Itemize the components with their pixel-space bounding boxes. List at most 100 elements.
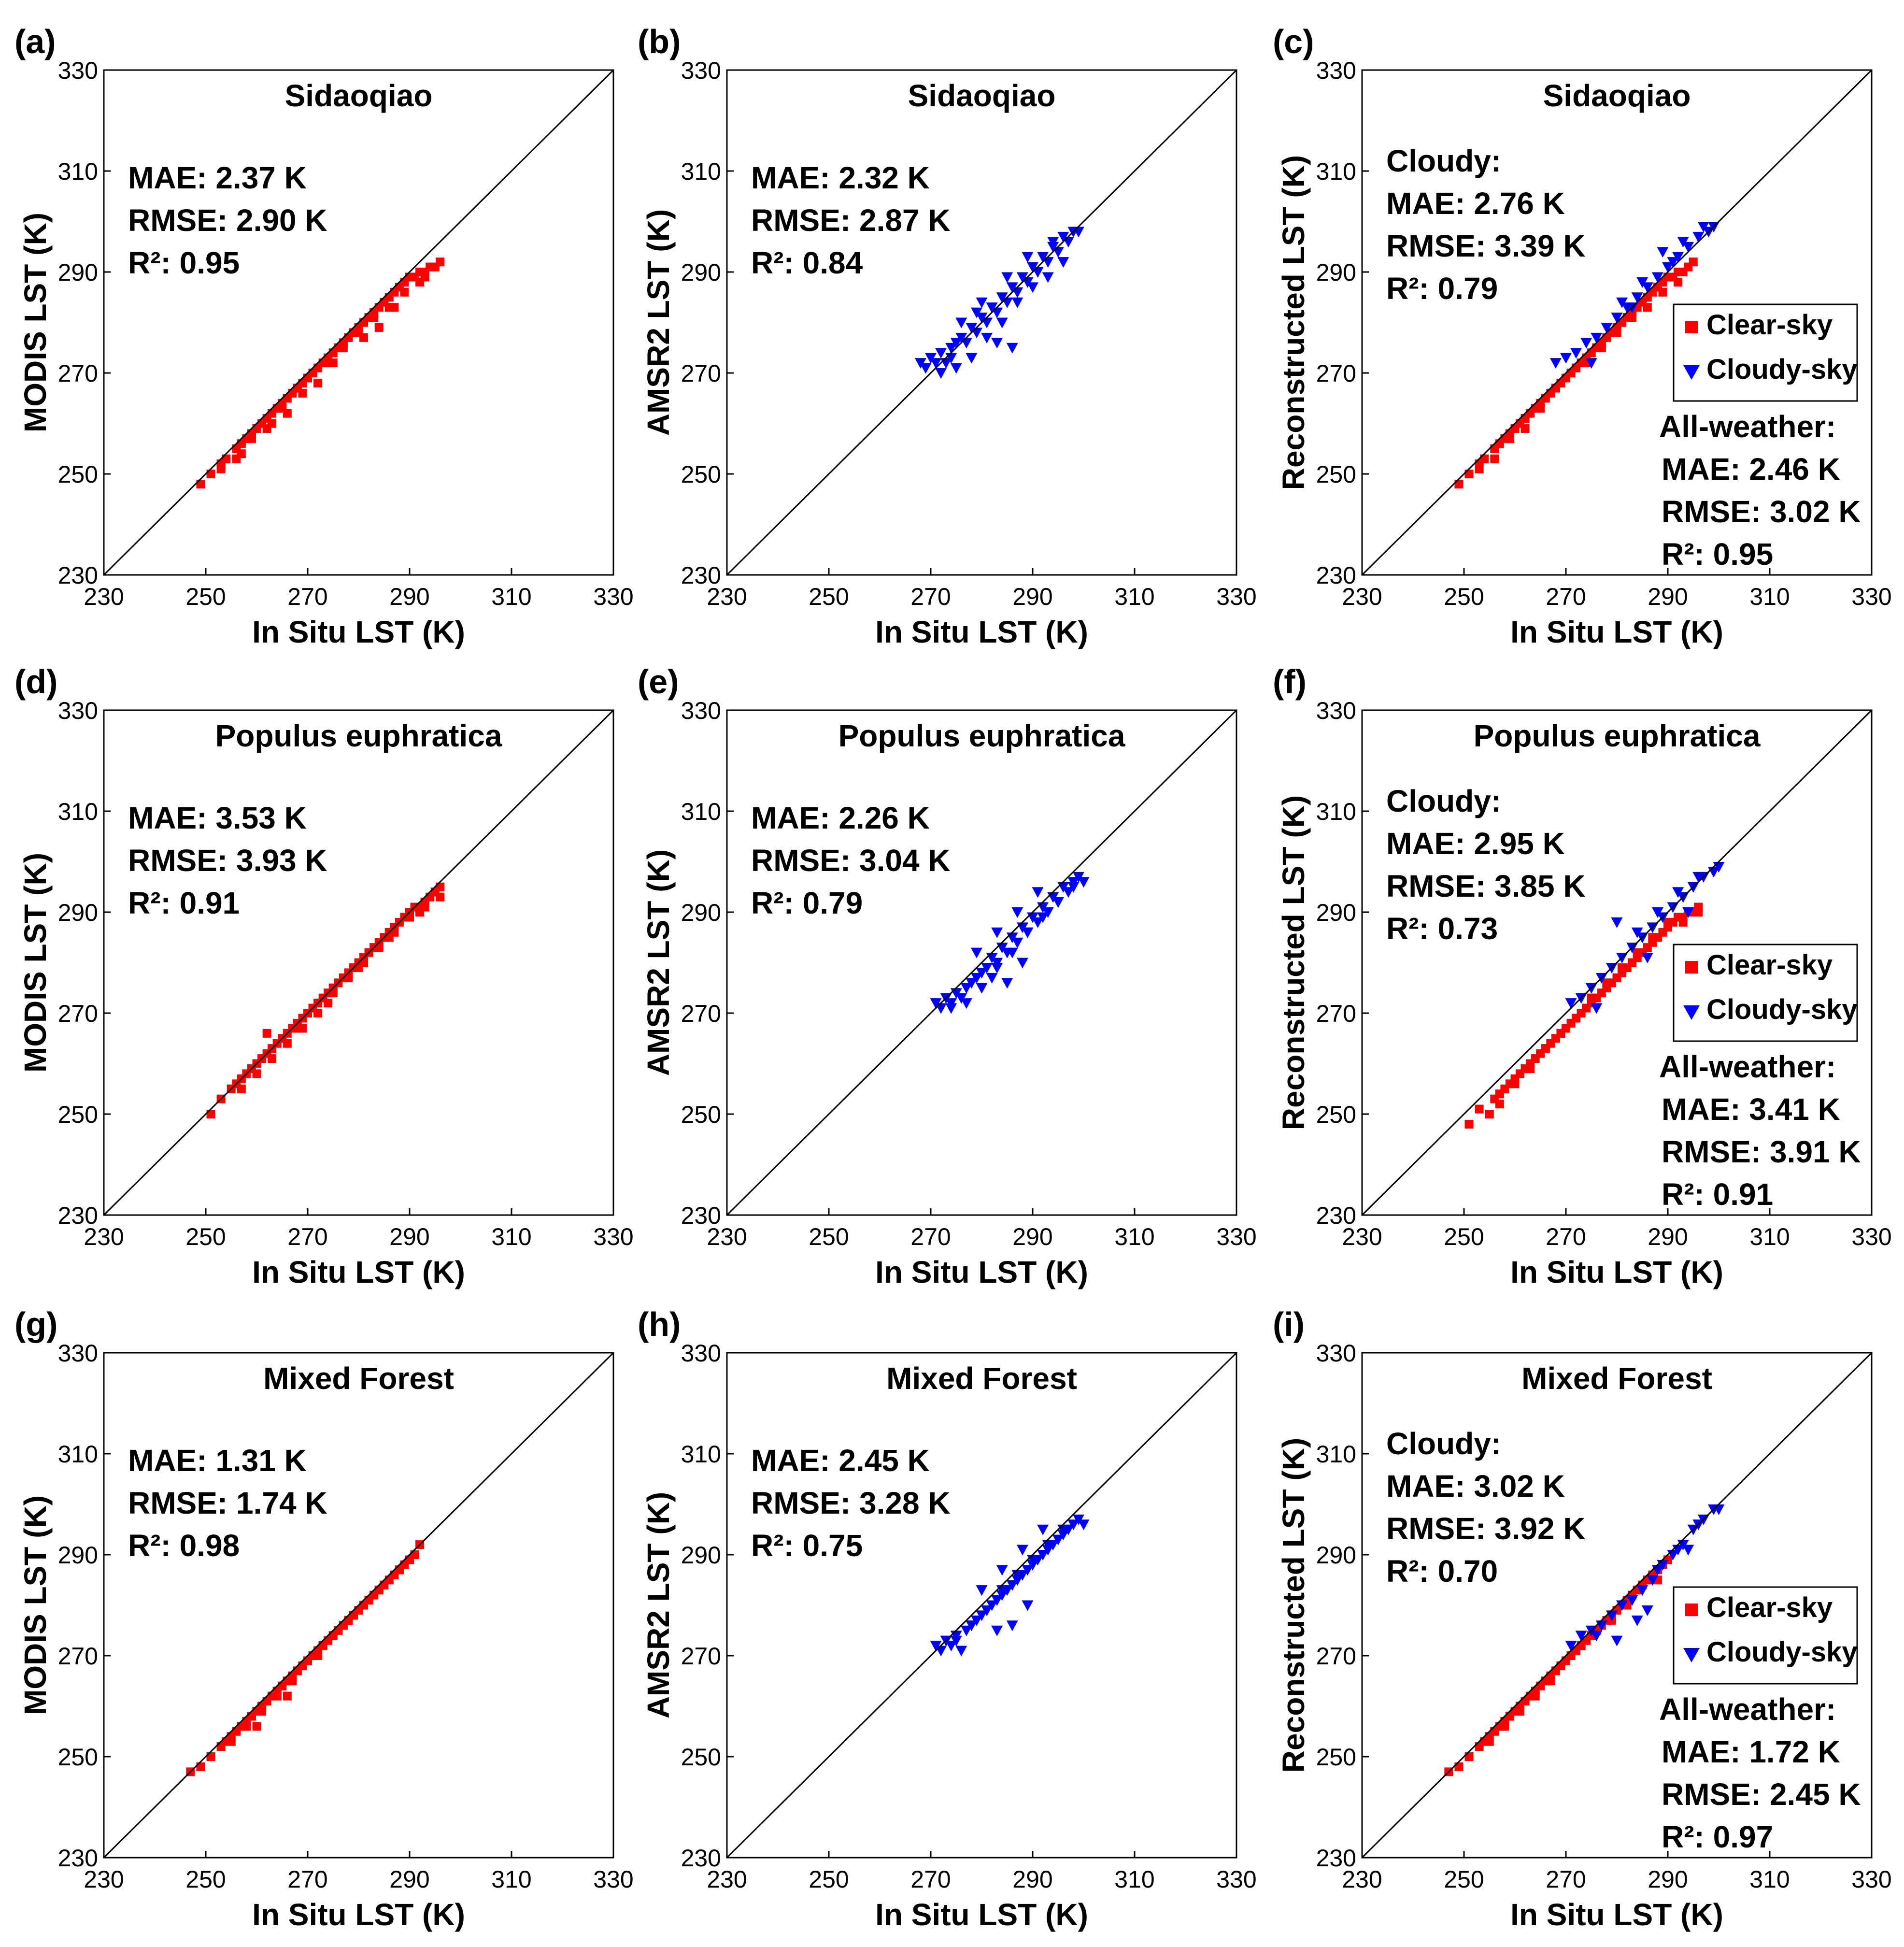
data-point [1565, 998, 1577, 1009]
y-tick-label: 330 [1316, 1340, 1356, 1367]
y-tick-label: 310 [58, 1441, 98, 1468]
data-point [288, 1676, 297, 1686]
panel-title: Mixed Forest [263, 1361, 454, 1396]
x-tick-label: 230 [1342, 1866, 1382, 1893]
data-point [1643, 303, 1652, 312]
data-point [1612, 328, 1621, 337]
scatter-panel-3: 230 250 270 290 310 330 230 250 270 290 310 330 In S… [1273, 23, 1892, 649]
data-point [945, 1641, 957, 1652]
data-point [1531, 1691, 1540, 1701]
data-point [1694, 908, 1703, 916]
data-point [328, 358, 338, 368]
y-tick-label: 310 [1316, 1441, 1356, 1468]
data-point [991, 1625, 1003, 1636]
data-point [1572, 1014, 1581, 1023]
one-to-one-line [103, 709, 614, 1216]
legend-label: Clear-sky [1706, 1592, 1833, 1623]
scatter-panel-8: 230 250 270 290 310 330 230 250 270 290 310 330 In S… [638, 1305, 1257, 1932]
one-to-one-line [103, 69, 614, 576]
scatter-panel-7: 230 250 270 290 310 330 230 250 270 290 310 330 In S… [14, 1305, 634, 1932]
all-weather-stat: RMSE: 3.91 K [1662, 1134, 1861, 1169]
stat-line: R²: 0.73 [1386, 911, 1498, 946]
stat-line: RMSE: 3.28 K [751, 1486, 951, 1520]
data-point [1628, 313, 1637, 322]
all-weather-stat: R²: 0.91 [1662, 1177, 1773, 1212]
stat-line: MAE: 3.53 K [128, 801, 307, 835]
data-point [970, 973, 982, 984]
data-point [1657, 247, 1669, 258]
data-point [1689, 258, 1698, 267]
y-tick-label: 250 [58, 1744, 98, 1771]
data-point [420, 272, 429, 282]
data-point [247, 434, 256, 443]
y-tick-label: 290 [58, 1542, 98, 1569]
data-point [1032, 917, 1044, 928]
data-point [966, 353, 978, 364]
data-point [1618, 963, 1627, 972]
y-axis-label: MODIS LST (K) [18, 853, 53, 1073]
data-point [991, 338, 1003, 349]
stat-line: R²: 0.98 [128, 1528, 240, 1563]
plot-frame [726, 1352, 1237, 1859]
x-axis-label: In Situ LST (K) [1510, 1897, 1723, 1932]
data-point [1602, 978, 1611, 988]
data-point [1591, 1003, 1603, 1014]
data-point [374, 323, 384, 332]
x-tick-label: 330 [1216, 583, 1256, 610]
data-point [920, 363, 932, 374]
legend-label: Cloudy-sky [1706, 994, 1858, 1025]
y-axis-label: AMSR2 LST (K) [641, 209, 676, 436]
data-point [313, 1651, 323, 1660]
data-point [1078, 1519, 1090, 1531]
scatter-panel-1: 230 250 270 290 310 330 230 250 270 290 310 330 In S… [14, 23, 634, 649]
data-point [1587, 993, 1596, 1002]
y-tick-label: 230 [1316, 1202, 1356, 1229]
data-point [1001, 978, 1013, 989]
data-point [1651, 907, 1663, 918]
data-point [324, 999, 333, 1008]
y-tick-label: 230 [681, 562, 721, 589]
data-point [313, 1009, 323, 1017]
y-tick-label: 250 [58, 461, 98, 488]
x-tick-label: 310 [1114, 1866, 1154, 1893]
data-point [1692, 872, 1705, 883]
x-tick-label: 290 [389, 1223, 429, 1250]
data-point [970, 947, 982, 959]
data-point [1510, 1079, 1520, 1088]
panel-letter: (b) [638, 23, 681, 60]
panel-title: Sidaoqiao [908, 78, 1056, 113]
data-point [1662, 262, 1674, 273]
x-tick-label: 250 [1444, 1223, 1484, 1250]
x-tick-label: 330 [593, 1223, 633, 1250]
data-point [1580, 338, 1592, 349]
y-tick-label: 270 [1316, 1643, 1356, 1670]
y-tick-label: 290 [681, 1542, 721, 1569]
stat-line: R²: 0.84 [751, 245, 863, 280]
panel-letter: (e) [638, 663, 679, 701]
x-axis-label: In Situ LST (K) [252, 1897, 465, 1932]
panel-letter: (h) [638, 1305, 681, 1343]
y-tick-label: 330 [681, 57, 721, 84]
data-point [1011, 907, 1023, 918]
x-tick-label: 290 [389, 583, 429, 610]
y-axis-label: Reconstructed LST (K) [1276, 155, 1311, 490]
panel-title: Populus euphratica [215, 718, 502, 753]
x-tick-label: 250 [1444, 583, 1484, 610]
data-point [1697, 221, 1709, 232]
data-point [1585, 358, 1597, 369]
x-tick-label: 270 [1546, 1223, 1586, 1250]
series-clear-sky [1454, 258, 1698, 488]
legend-marker [1683, 1005, 1700, 1020]
data-point [1027, 282, 1038, 293]
x-tick-label: 330 [593, 583, 633, 610]
x-tick-label: 230 [707, 1866, 747, 1893]
plot-frame [103, 709, 614, 1216]
y-tick-label: 310 [681, 158, 721, 185]
data-point [1677, 237, 1689, 248]
stat-line: R²: 0.70 [1386, 1554, 1498, 1589]
y-tick-label: 290 [681, 899, 721, 926]
y-tick-label: 270 [58, 1643, 98, 1670]
legend-marker [1685, 321, 1698, 333]
data-point [1667, 257, 1679, 268]
data-point [955, 317, 967, 329]
